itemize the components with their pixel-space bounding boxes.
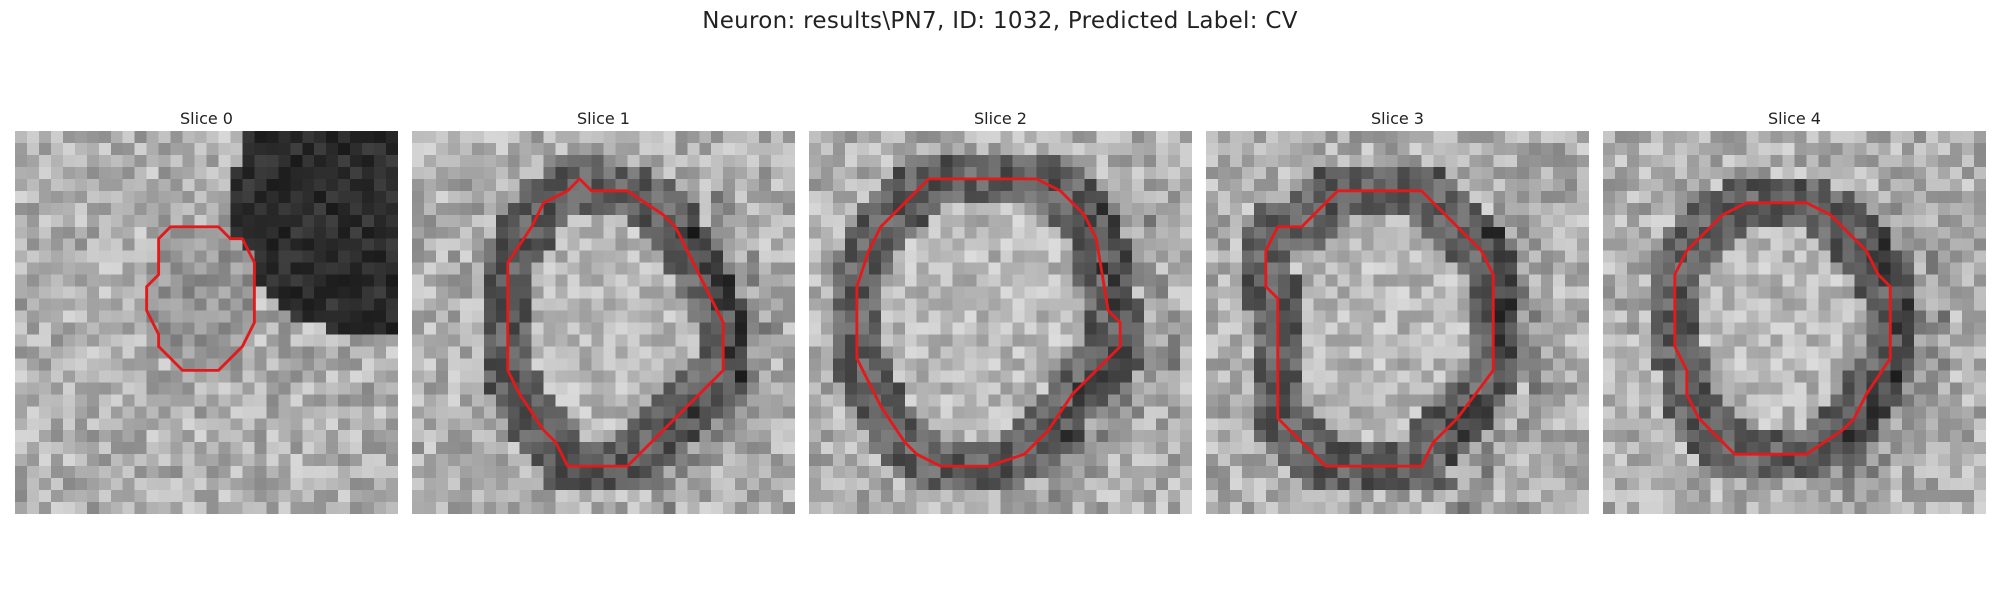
slice-image — [1603, 131, 1986, 514]
slice-image — [412, 131, 795, 514]
figure-title: Neuron: results\PN7, ID: 1032, Predicted… — [702, 8, 1298, 34]
slice-title: Slice 4 — [1768, 109, 1821, 128]
contour-overlay — [145, 225, 256, 372]
cell-contour — [145, 225, 256, 372]
slice-panel-2: Slice 2 — [809, 107, 1192, 514]
slice-panel-1: Slice 1 — [412, 107, 795, 514]
slice-panel-3: Slice 3 — [1206, 107, 1589, 514]
slice-image — [809, 131, 1192, 514]
slice-title: Slice 2 — [974, 109, 1027, 128]
slice-title: Slice 1 — [577, 109, 630, 128]
cell-contour — [855, 177, 1122, 468]
contour-overlay — [1673, 201, 1892, 456]
slice-image — [1206, 131, 1589, 514]
slice-panel-0: Slice 0 — [15, 107, 398, 514]
slice-panel-4: Slice 4 — [1603, 107, 1986, 514]
contour-overlay — [1264, 189, 1495, 468]
cell-contour — [1673, 201, 1892, 456]
slice-image — [15, 131, 398, 514]
cell-contour — [1264, 189, 1495, 468]
slice-title: Slice 0 — [180, 109, 233, 128]
contour-overlay — [855, 177, 1122, 468]
slice-title: Slice 3 — [1371, 109, 1424, 128]
contour-overlay — [506, 177, 725, 468]
cell-contour — [506, 177, 725, 468]
